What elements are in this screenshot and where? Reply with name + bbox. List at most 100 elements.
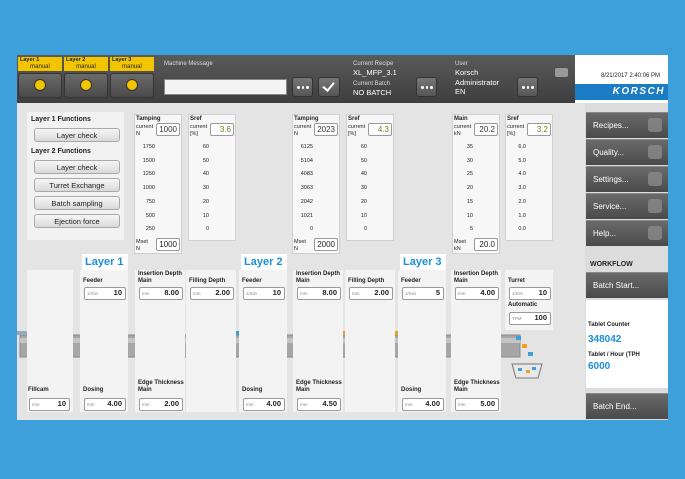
gauge-unit: [%] [190, 131, 198, 137]
gauge-current-label: current [294, 124, 312, 130]
header-text: NO BATCH [353, 88, 392, 97]
camera-icon [555, 68, 568, 77]
gauge-tick-label: 500 [145, 212, 155, 219]
gauge-tick-label: 0 [205, 226, 209, 233]
field-box [29, 398, 70, 411]
counter-value: 348042 [588, 334, 622, 345]
tablet [526, 370, 530, 373]
field-value: 10 [57, 399, 66, 408]
field-value: 4.00 [266, 399, 281, 408]
gauge-panel [292, 114, 340, 254]
function-button[interactable]: Batch sampling [34, 196, 120, 210]
field-unit: mm [352, 291, 360, 296]
field-box [243, 287, 285, 300]
gauge-panel [452, 114, 500, 254]
field-value: 4.00 [107, 399, 122, 408]
gauge-unit: [%] [507, 131, 515, 137]
field-label: Insertion Depth Main [454, 271, 499, 284]
layer-heading: Layer 1 [82, 254, 128, 270]
gauge-tick-label: 40 [202, 171, 209, 178]
gauge-current-label: current [190, 124, 208, 130]
logo-band [575, 84, 668, 100]
header-text: EN [455, 87, 466, 96]
header-text: Current Recipe [353, 61, 394, 67]
field-unit: mm [246, 402, 254, 407]
dot [297, 86, 300, 89]
gauge-tick-label: 2042 [300, 198, 313, 205]
field-box [509, 312, 551, 325]
tablet [528, 352, 533, 356]
gauge-tick-label: 60 [202, 144, 209, 150]
gauge-tick-label: 25 [466, 171, 473, 178]
dot [430, 86, 433, 89]
field-unit: mm [458, 402, 466, 407]
tablet [532, 367, 536, 370]
gauge-tick-label: 4.0 [518, 171, 526, 178]
gauge-tick-label: 1.0 [518, 212, 526, 219]
field-value: 100 [534, 313, 547, 322]
field-box [297, 398, 341, 411]
confirm-button[interactable] [318, 77, 340, 97]
gauge-unit: [%] [348, 131, 356, 137]
dot [531, 86, 534, 89]
batch-start-button[interactable]: Batch Start... [586, 272, 668, 298]
gauge-tick-label: 20 [360, 198, 367, 205]
field-label: Insertion Depth Main [138, 271, 183, 284]
gauge-set-label: Mset [136, 239, 148, 245]
field-box [139, 287, 183, 300]
field-unit: mm [300, 402, 308, 407]
gauge-tick-label: 20 [466, 185, 473, 192]
counter-panel [586, 300, 668, 388]
gauge-set-unit: N [136, 246, 140, 252]
gauge-title: Sref [348, 116, 360, 122]
field-box [349, 287, 393, 300]
gauge-panel [134, 114, 182, 254]
field-box [139, 398, 183, 411]
gauge-tick-label: 5 [469, 226, 473, 233]
gauge-unit: N [294, 131, 298, 137]
gauge-tick-label: 50 [202, 157, 209, 164]
field-box [455, 398, 499, 411]
field-label: Edge Thickness Main [454, 380, 500, 393]
layer-tab-name: Layer 1 [18, 57, 62, 64]
field-value: 5 [435, 288, 440, 297]
function-button[interactable]: Layer check [34, 160, 120, 174]
field-label: Automatic [508, 302, 538, 308]
field-unit: mm [142, 402, 150, 407]
menu-icon [648, 226, 662, 240]
batch-end-button[interactable]: Batch End... [586, 393, 668, 419]
field-label: Edge Thickness Main [138, 380, 184, 393]
gauge-tick-label: 750 [145, 198, 155, 205]
gauge-value: 3.2 [527, 123, 551, 136]
gauge-title: Main [454, 116, 468, 122]
field-box [84, 287, 126, 300]
function-button[interactable]: Layer check [34, 128, 120, 142]
gauge-title: Sref [507, 116, 519, 122]
gauge-tick-label: 40 [360, 171, 367, 178]
gauge-tick-label: 5104 [300, 157, 313, 164]
field-box [243, 398, 285, 411]
header-text: User [455, 61, 468, 67]
gauge-tick-label: 3.0 [518, 185, 526, 192]
function-button[interactable]: Turret Exchange [34, 178, 120, 192]
gauge-title: Tamping [294, 116, 319, 122]
gauge-value: 3.6 [210, 123, 234, 136]
gauge-current-label: current [136, 124, 154, 130]
field-unit: mm [300, 291, 308, 296]
field-value: 4.00 [480, 288, 495, 297]
gauge-tick-label: 1000 [142, 185, 155, 192]
field-value: 8.00 [322, 288, 337, 297]
field-value: 2.00 [164, 399, 179, 408]
tablet [516, 336, 521, 340]
function-button[interactable]: Ejection force [34, 214, 120, 228]
process-column [27, 270, 73, 412]
field-label: Dosing [242, 387, 263, 393]
gauge-value: 4.3 [368, 123, 392, 136]
gauge-current-label: current [348, 124, 366, 130]
gauge-tick-label: 2.0 [518, 198, 526, 205]
field-box [509, 287, 551, 300]
layer-heading: Layer 3 [400, 254, 446, 270]
field-value: 10 [538, 288, 547, 297]
field-value: 5.00 [480, 399, 495, 408]
function-group-title: Layer 2 Functions [31, 148, 91, 155]
